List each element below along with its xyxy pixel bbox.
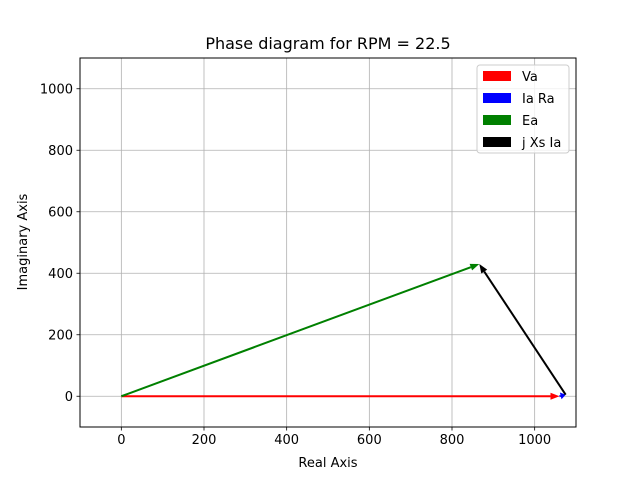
ticks: 0 200 400 600 800 1000 0 200 400 600 800 1000 bbox=[40, 82, 551, 448]
x-tick-label: 600 bbox=[357, 433, 382, 448]
vector-head-j-xs-ia bbox=[479, 264, 488, 274]
x-tick-label: 1000 bbox=[518, 433, 551, 448]
y-tick-label: 600 bbox=[48, 205, 73, 220]
x-tick-label: 200 bbox=[192, 433, 217, 448]
y-tick-label: 400 bbox=[48, 267, 73, 282]
legend-label-j-xs-ia: j Xs Ia bbox=[521, 136, 561, 151]
legend-swatch-j-xs-ia bbox=[483, 137, 511, 147]
legend-frame bbox=[476, 64, 570, 154]
vector-head-va bbox=[550, 392, 560, 400]
legend-label-ia-ra: Ia Ra bbox=[522, 92, 555, 107]
plot-frame bbox=[79, 57, 577, 428]
y-axis-label: Imaginary Axis bbox=[16, 193, 31, 290]
legend-item-j-xs-ia: j Xs Ia bbox=[483, 136, 561, 151]
x-tick-label: 400 bbox=[274, 433, 299, 448]
legend-swatch-ia-ra bbox=[483, 93, 511, 103]
legend: Va Ia Ra Ea j Xs Ia bbox=[476, 64, 570, 154]
legend-swatch-va bbox=[483, 71, 511, 81]
vector-head-ea bbox=[469, 263, 480, 271]
vector-ea bbox=[120, 263, 480, 398]
legend-item-va: Va bbox=[483, 70, 538, 85]
vector-va bbox=[121, 392, 560, 400]
vector-shaft-j-xs-ia bbox=[483, 270, 567, 396]
legend-label-ea: Ea bbox=[522, 114, 538, 129]
x-axis-label: Real Axis bbox=[298, 456, 357, 471]
y-tick-label: 1000 bbox=[40, 82, 73, 97]
legend-label-va: Va bbox=[522, 70, 538, 85]
y-tick-label: 800 bbox=[48, 144, 73, 159]
y-tick-label: 0 bbox=[65, 390, 73, 405]
vector-shaft-ea bbox=[120, 266, 472, 398]
x-tick-label: 800 bbox=[440, 433, 465, 448]
y-tick-label: 200 bbox=[48, 328, 73, 343]
legend-item-ia-ra: Ia Ra bbox=[483, 92, 555, 107]
legend-item-ea: Ea bbox=[483, 114, 538, 129]
x-tick-label: 0 bbox=[117, 433, 125, 448]
legend-swatch-ea bbox=[483, 115, 511, 125]
chart-title: Phase diagram for RPM = 22.5 bbox=[205, 34, 450, 53]
vectors bbox=[120, 263, 567, 400]
vector-j-xs-ia bbox=[479, 264, 567, 396]
